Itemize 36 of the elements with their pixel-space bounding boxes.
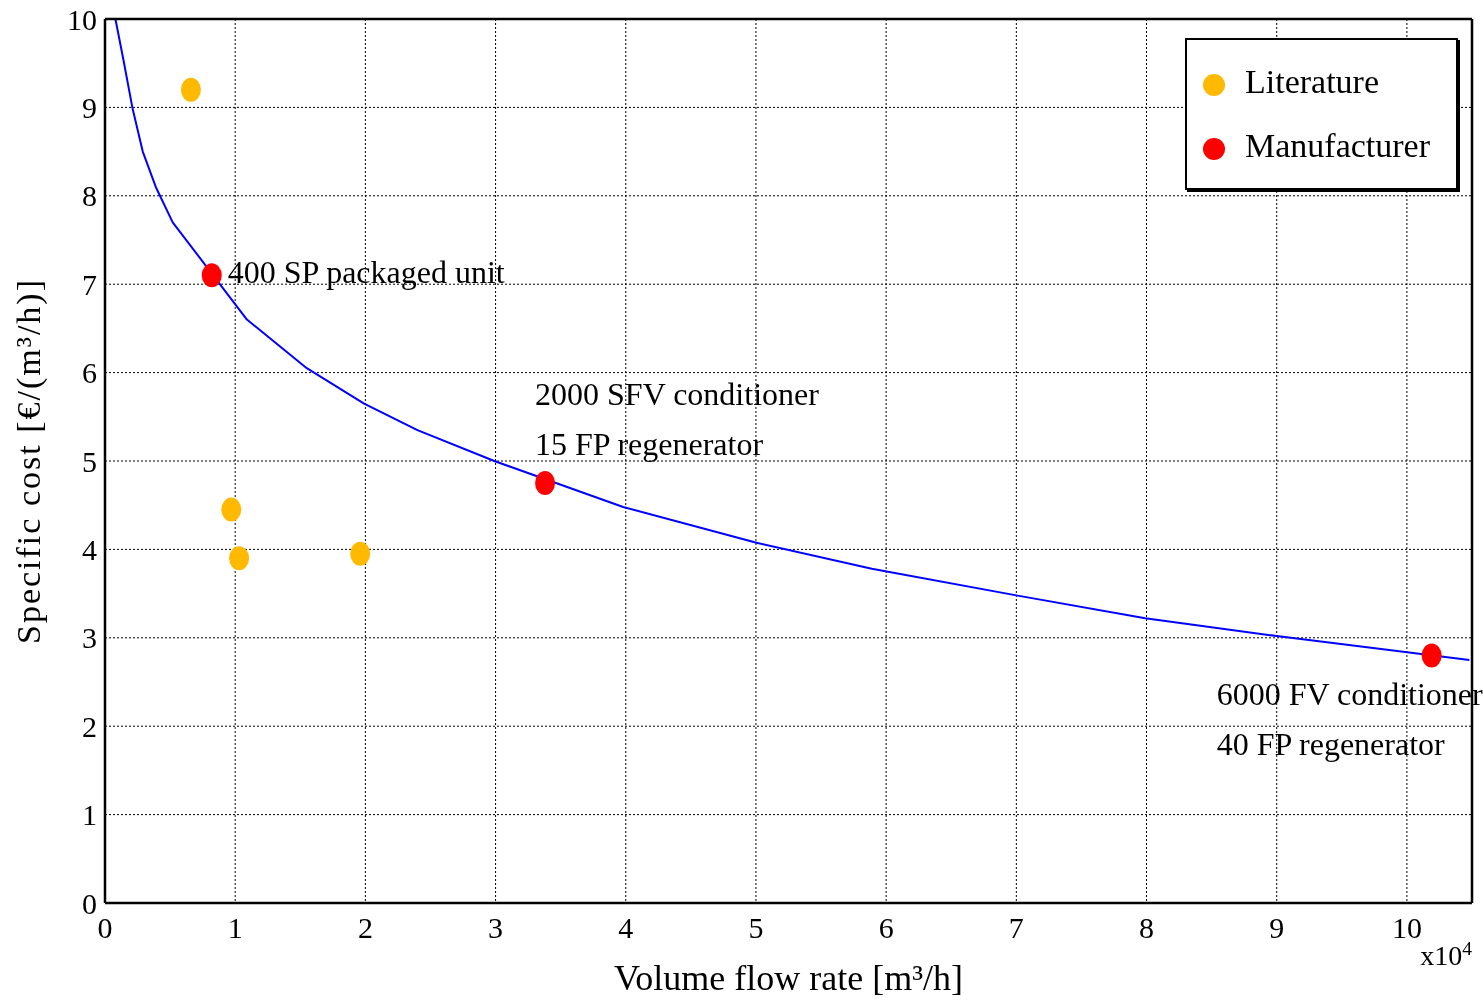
point xyxy=(180,77,201,102)
point xyxy=(229,546,250,571)
annotation: 400 SP packaged unit xyxy=(227,254,505,291)
point xyxy=(350,541,371,566)
point xyxy=(535,471,556,496)
y-tick-label: 9 xyxy=(82,91,97,125)
x-tick-label: 10 xyxy=(1391,911,1422,945)
y-tick-label: 2 xyxy=(82,709,97,743)
y-tick-label: 4 xyxy=(82,533,97,567)
y-tick-label: 0 xyxy=(82,886,97,920)
y-tick-label: 10 xyxy=(67,2,97,36)
y-tick-label: 1 xyxy=(82,798,97,832)
y-tick-label: 6 xyxy=(82,356,97,390)
x-tick-label: 5 xyxy=(748,911,764,945)
point xyxy=(201,263,222,288)
x-tick-label: 3 xyxy=(488,911,504,945)
x-tick-label: 6 xyxy=(878,911,894,945)
y-tick-label: 3 xyxy=(82,621,97,655)
y-tick-label: 5 xyxy=(82,444,97,478)
point xyxy=(1421,643,1442,668)
x-tick-label: 1 xyxy=(227,911,243,945)
legend-label: Manufacturer xyxy=(1244,127,1430,164)
x-tick-label: 7 xyxy=(1008,911,1024,945)
x-tick-label: 8 xyxy=(1139,911,1155,945)
text: x10$^{4}$ xyxy=(1420,937,1473,971)
legend-label: Literature xyxy=(1244,63,1380,100)
x-tick-label: 9 xyxy=(1269,911,1285,945)
annotation: 2000 SFV conditioner 15 FP regenerator xyxy=(535,376,820,463)
line-series xyxy=(114,19,1471,661)
y-axis-title: Specific cost [€/(m³/h)] xyxy=(10,278,49,644)
x-tick-label: 4 xyxy=(618,911,634,945)
x-axis-title: Volume flow rate [m³/h] xyxy=(613,958,964,998)
x-tick-label: 2 xyxy=(357,911,373,945)
point xyxy=(221,497,242,522)
y-tick-label: 8 xyxy=(82,179,97,213)
y-tick-label: 7 xyxy=(82,267,97,301)
